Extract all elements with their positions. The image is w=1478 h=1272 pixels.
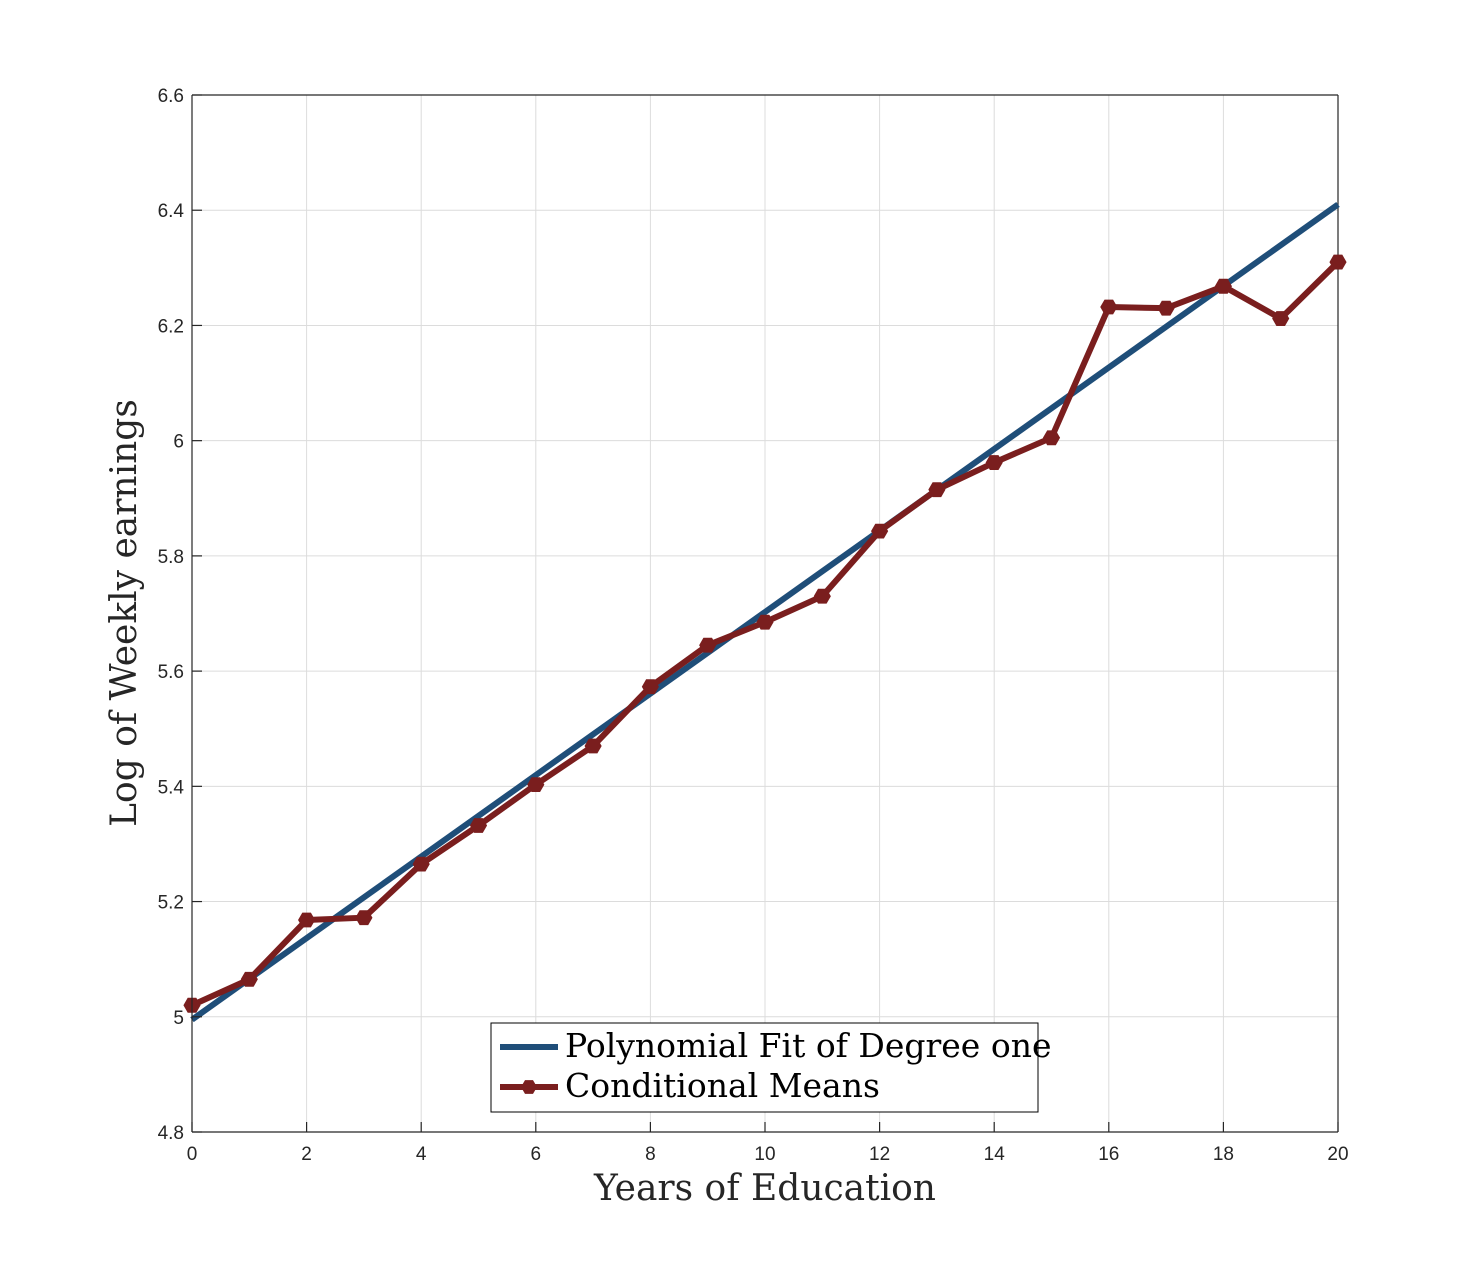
x-tick-label: 20 <box>1327 1144 1348 1165</box>
conditional-means-point <box>1100 299 1118 315</box>
conditional-means-point <box>469 818 488 833</box>
legend-marker-means <box>521 1080 537 1094</box>
y-tick-label: 5.8 <box>158 547 184 568</box>
conditional-means-point <box>985 455 1003 470</box>
conditional-means-point <box>699 637 717 653</box>
conditional-means-point <box>928 482 946 498</box>
series-group <box>183 202 1347 1023</box>
x-tick-label: 6 <box>531 1144 542 1165</box>
y-tick-label: 6.4 <box>158 201 185 222</box>
y-tick-label: 5.6 <box>158 662 184 683</box>
y-tick-label: 6 <box>173 432 184 453</box>
x-axis-title: Years of Education <box>593 1168 936 1209</box>
conditional-means-point <box>1042 430 1061 446</box>
legend-label-means: Conditional Means <box>565 1066 880 1105</box>
conditional-means-point <box>1329 254 1347 270</box>
conditional-means-point <box>1272 311 1290 326</box>
y-tick-label: 6.2 <box>158 316 184 337</box>
x-tick-label: 2 <box>301 1144 312 1165</box>
conditional-means-point <box>412 856 430 872</box>
y-tick-label: 5.2 <box>158 893 184 914</box>
conditional-means-point <box>1214 278 1232 294</box>
conditional-means-point <box>756 614 774 630</box>
x-tick-label: 18 <box>1213 1144 1234 1165</box>
conditional-means-point <box>298 912 316 928</box>
legend-box <box>490 1022 1039 1113</box>
axes <box>191 94 1339 1133</box>
conditional-means-point <box>527 777 545 792</box>
y-tick-label: 5.4 <box>158 777 185 798</box>
x-tick-label: 8 <box>645 1144 656 1165</box>
x-tick-label: 16 <box>1098 1144 1119 1165</box>
x-tick-label: 0 <box>187 1144 198 1165</box>
conditional-means-point <box>813 588 831 604</box>
conditional-means-point <box>871 523 889 539</box>
conditional-means-point <box>641 679 659 695</box>
fit-line <box>190 202 1340 1023</box>
legend-label-fit: Polynomial Fit of Degree one <box>565 1026 1051 1065</box>
legend: Polynomial Fit of Degree one Conditional… <box>490 1022 1051 1113</box>
y-tick-label: 5 <box>173 1008 184 1029</box>
y-tick-labels: 4.8 5 5.2 5.4 5.6 5.8 6 6.2 6.4 6.6 <box>158 86 185 1144</box>
y-tick-label: 4.8 <box>158 1123 184 1144</box>
conditional-means-point <box>584 738 602 754</box>
x-tick-label: 10 <box>754 1144 775 1165</box>
x-tick-label: 4 <box>416 1144 427 1165</box>
x-tick-labels: 0 2 4 6 8 10 12 14 16 18 20 <box>187 1144 1349 1165</box>
grid <box>192 94 1339 1132</box>
conditional-means-point <box>240 971 258 987</box>
conditional-means-point <box>1157 300 1175 316</box>
conditional-means-point <box>355 910 373 926</box>
x-tick-label: 12 <box>869 1144 890 1165</box>
y-axis-title: Log of Weekly earnings <box>104 399 145 827</box>
x-tick-label: 14 <box>984 1144 1006 1165</box>
y-tick-label: 6.6 <box>158 86 184 107</box>
